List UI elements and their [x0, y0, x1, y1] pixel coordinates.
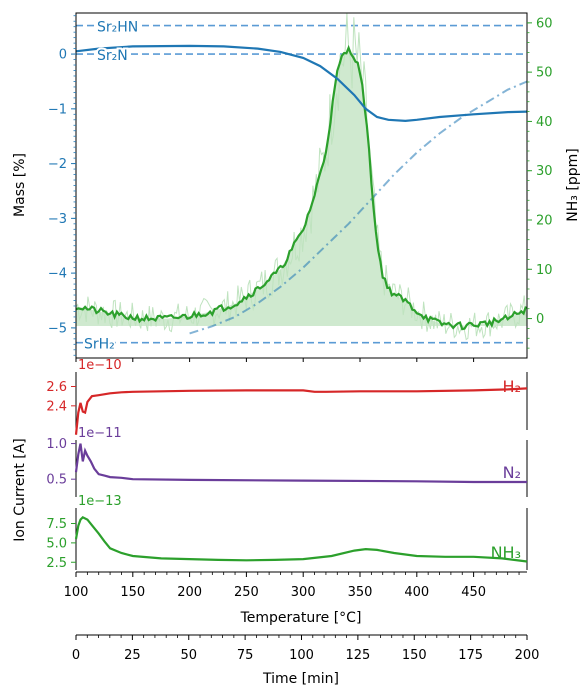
mass-tick-label: −3: [48, 212, 67, 227]
ms-line-h2: [74, 387, 528, 435]
ion-current-axis-label: Ion Current [A]: [12, 438, 28, 542]
mass-reference-dashdot-line: [189, 80, 528, 335]
ms-scale-label: 1e−13: [78, 494, 122, 509]
nh3-ppm-tick-label: 60: [536, 16, 553, 31]
ms-scale-label: 1e−10: [78, 358, 122, 373]
nh3-ppm-tick-label: 40: [536, 115, 553, 130]
ms-line-n2: [74, 443, 527, 484]
time-tick-label: 175: [458, 648, 483, 663]
nh3-ppm-area: [76, 50, 527, 326]
nh3-ppm-tick-label: 50: [536, 66, 553, 81]
temperature-tick-label: 450: [461, 585, 486, 600]
temperature-tick-label: 350: [348, 585, 373, 600]
ms-series-label: N₂: [503, 463, 521, 482]
temperature-axis: 100 150 200 250 300 350 400 450: [64, 571, 527, 600]
temperature-tick-label: 400: [404, 585, 429, 600]
mass-line: [75, 44, 528, 123]
mass-axis: 0 −1 −2 −3 −4 −5: [48, 15, 76, 356]
ms-tick-label: 2.4: [46, 399, 67, 414]
nh3-ppm-axis: 0 10 20 30 40 50 60: [527, 16, 553, 349]
tga-panel: Sr₂HN Sr₂N SrH₂ 0 −1 −2 −3 −4 −5 0 10 20 30 40 50 6…: [12, 12, 581, 362]
ms-tick-label: 2.6: [46, 380, 67, 395]
reference-labels: Sr₂HN Sr₂N SrH₂: [82, 18, 140, 355]
nh3-ppm-line: [75, 44, 527, 331]
temperature-tick-label: 200: [177, 585, 202, 600]
mass-tick-label: −5: [48, 321, 67, 336]
ms-panel-n2: 1e−11 1.0 0.5 N₂: [46, 426, 528, 497]
nh3-ppm-tick-label: 0: [536, 312, 544, 327]
ms-scale-label: 1e−11: [78, 426, 122, 441]
time-tick-label: 25: [124, 648, 141, 663]
time-tick-label: 200: [515, 648, 540, 663]
temperature-tick-label: 250: [234, 585, 259, 600]
ms-tick-label: 5.0: [46, 536, 67, 551]
temperature-tick-label: 150: [120, 585, 145, 600]
ref-label-sr2n: Sr₂N: [97, 48, 128, 64]
ms-tick-label: 1.0: [46, 437, 67, 452]
time-tick-label: 125: [345, 648, 370, 663]
temperature-tick-label: 300: [291, 585, 316, 600]
time-axis-label: Time [min]: [262, 671, 339, 687]
ms-line-nh3_ms: [74, 515, 528, 563]
ms-tick-label: 2.5: [46, 556, 67, 571]
mass-tick-label: −1: [48, 102, 67, 117]
ms-panel-h2: 1e−10 2.6 2.4 H₂: [46, 358, 528, 435]
tga-x-ticks: [75, 358, 475, 362]
ref-label-sr2hn: Sr₂HN: [97, 20, 138, 36]
mass-tick-label: −2: [48, 157, 67, 172]
ms-series-label: NH₃: [491, 543, 521, 562]
ms-series-label: H₂: [503, 377, 521, 396]
reference-lines: [76, 24, 527, 344]
nh3-ppm-tick-label: 30: [536, 164, 553, 179]
nh3-ppm-raw-line: [75, 13, 527, 341]
time-tick-label: 75: [237, 648, 254, 663]
ref-label-srh2: SrH₂: [84, 337, 115, 353]
time-tick-label: 150: [402, 648, 427, 663]
nh3-ppm-tick-label: 20: [536, 214, 553, 229]
mass-axis-label: Mass [%]: [12, 153, 28, 217]
nh3-ppm-axis-label: NH₃ [ppm]: [565, 148, 581, 221]
temperature-axis-label: Temperature [°C]: [240, 610, 362, 626]
time-tick-label: 50: [180, 648, 197, 663]
temperature-tick-label: 100: [64, 585, 89, 600]
ms-panels: 1e−10 2.6 2.4 H₂ 1e−11 1.0 0.5 N₂ 1e−13 7.5 5.0 2.5…: [46, 358, 528, 571]
mass-tick-label: −4: [48, 267, 67, 282]
ms-panel-nh3_ms: 1e−13 7.5 5.0 2.5 NH₃: [46, 494, 528, 571]
time-tick-label: 0: [72, 648, 80, 663]
ms-tick-label: 7.5: [46, 517, 67, 532]
ms-tick-label: 0.5: [46, 473, 67, 488]
nh3-ppm-tick-label: 10: [536, 263, 553, 278]
mass-tick-label: 0: [59, 48, 67, 63]
time-tick-label: 100: [289, 648, 314, 663]
time-axis: 0 25 50 75 100 125 150 175 200: [72, 634, 540, 663]
